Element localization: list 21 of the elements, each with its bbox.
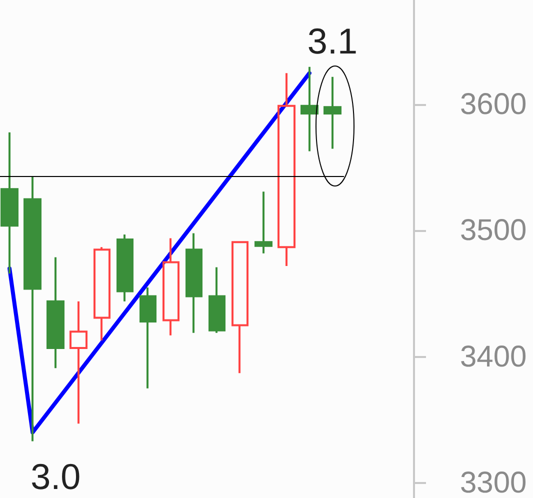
candlestick [140, 286, 156, 390]
candlestick [162, 237, 180, 336]
candlestick [24, 176, 42, 442]
y-tick-label: 3400 [460, 340, 527, 374]
annotation: 3.0 [30, 456, 81, 497]
candlestick [46, 256, 64, 370]
candlestick [324, 76, 342, 150]
candlestick [0, 131, 18, 275]
y-tick-label: 3500 [460, 214, 527, 248]
y-tick-label: 3600 [460, 88, 527, 122]
candlestick [70, 300, 88, 425]
candlestick [278, 72, 296, 268]
candlestick [208, 266, 226, 334]
annotation: 3.1 [307, 20, 358, 62]
candlestick [300, 66, 318, 152]
candlestick [186, 232, 202, 334]
y-tick-label: 3300 [460, 466, 527, 498]
candlestick [94, 246, 110, 342]
candlestick [116, 234, 134, 302]
candlestick [254, 190, 272, 254]
candlestick [232, 241, 248, 374]
